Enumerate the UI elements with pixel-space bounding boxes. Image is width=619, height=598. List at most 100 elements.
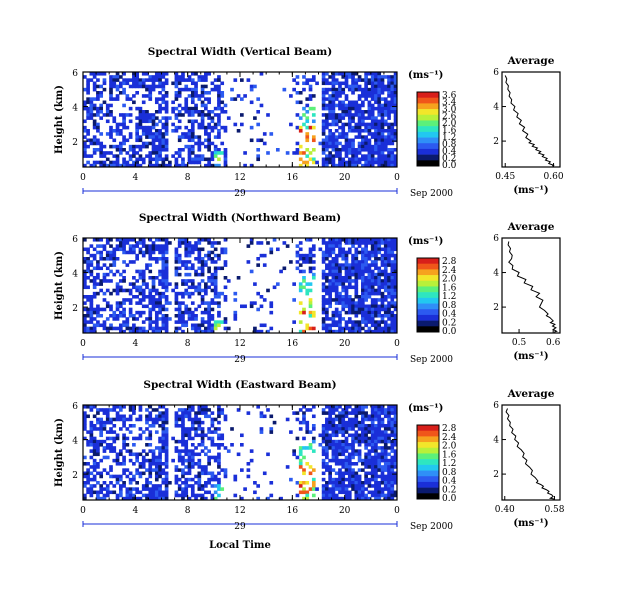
- heatmap-cell: [106, 110, 110, 114]
- heatmap-cell: [348, 139, 352, 143]
- heatmap-cell: [211, 273, 215, 277]
- heatmap-cell: [325, 257, 329, 261]
- heatmap-cell: [194, 270, 198, 274]
- heatmap-cell: [358, 301, 362, 305]
- heatmap-cell: [335, 257, 339, 261]
- heatmap-cell: [345, 263, 349, 267]
- heatmap-cell: [374, 478, 378, 482]
- heatmap-cell: [325, 158, 329, 162]
- heatmap-cell: [377, 139, 381, 143]
- heatmap-cell: [348, 443, 352, 447]
- heatmap-cell: [211, 430, 215, 434]
- heatmap-cell: [148, 263, 152, 267]
- heatmap-cell: [341, 298, 345, 302]
- heatmap-cell: [90, 494, 94, 498]
- heatmap-cell: [368, 418, 372, 422]
- heatmap-cell: [181, 78, 185, 82]
- heatmap-cell: [99, 418, 103, 422]
- heatmap-cell: [384, 327, 388, 331]
- heatmap-cell: [106, 301, 110, 305]
- heatmap-cell: [207, 286, 211, 290]
- heatmap-cell: [328, 139, 332, 143]
- heatmap-cell: [86, 97, 90, 101]
- heatmap-cell: [106, 472, 110, 476]
- heatmap-cell: [181, 311, 185, 315]
- heatmap-cell: [207, 113, 211, 117]
- heatmap-cell: [338, 251, 342, 255]
- heatmap-cell: [368, 289, 372, 293]
- heatmap-cell: [181, 468, 185, 472]
- heatmap-cell: [178, 305, 182, 309]
- heatmap-cell: [152, 487, 156, 491]
- heatmap-cell: [191, 456, 195, 460]
- heatmap-cell: [109, 408, 113, 412]
- heatmap-cell: [197, 327, 201, 331]
- heatmap-cell: [377, 135, 381, 139]
- heatmap-cell: [191, 301, 195, 305]
- heatmap-cell: [374, 94, 378, 98]
- heatmap-cell: [96, 142, 100, 146]
- heatmap-cell: [155, 324, 159, 328]
- heatmap-cell: [266, 241, 270, 245]
- heatmap-cell: [358, 324, 362, 328]
- heatmap-cell: [93, 292, 97, 296]
- heatmap-cell: [93, 475, 97, 479]
- heatmap-cell: [106, 305, 110, 309]
- heatmap-cell: [358, 478, 362, 482]
- heatmap-cell: [207, 132, 211, 136]
- heatmap-cell: [325, 139, 329, 143]
- heatmap-cell: [188, 411, 192, 415]
- heatmap-cell: [96, 113, 100, 117]
- heatmap-cell: [335, 295, 339, 299]
- heatmap-cell: [184, 453, 188, 457]
- heatmap-cell: [116, 85, 120, 89]
- heatmap-cell: [368, 453, 372, 457]
- heatmap-cell: [145, 408, 149, 412]
- heatmap-cell: [364, 267, 368, 271]
- colorbar-swatch: [417, 109, 439, 115]
- heatmap-cell: [237, 276, 241, 280]
- heatmap-cell: [93, 107, 97, 111]
- heatmap-cell: [90, 472, 94, 476]
- heatmap-cell: [214, 430, 218, 434]
- heatmap-cell: [162, 462, 166, 466]
- heatmap-cell: [184, 289, 188, 293]
- heatmap-cell: [181, 424, 185, 428]
- heatmap-cell: [109, 75, 113, 79]
- heatmap-cell: [188, 292, 192, 296]
- heatmap-cell: [348, 305, 352, 309]
- heatmap-cell: [158, 120, 162, 124]
- heatmap-cell: [335, 424, 339, 428]
- heatmap-cell: [381, 129, 385, 133]
- heatmap-cell: [338, 248, 342, 252]
- heatmap-cell: [335, 139, 339, 143]
- heatmap-cell: [148, 411, 152, 415]
- heatmap-cell: [371, 251, 375, 255]
- heatmap-cell: [351, 82, 355, 86]
- heatmap-cell: [332, 421, 336, 425]
- heatmap-cell: [364, 456, 368, 460]
- heatmap-cell: [135, 145, 139, 149]
- heatmap-cell: [328, 468, 332, 472]
- heatmap-cell: [135, 116, 139, 120]
- heatmap-cell: [351, 126, 355, 130]
- heatmap-cell: [368, 481, 372, 485]
- heatmap-cell: [371, 276, 375, 280]
- heatmap-cell: [217, 75, 221, 79]
- heatmap-cell: [201, 311, 205, 315]
- heatmap-cell: [217, 267, 221, 271]
- heatmap-cell: [345, 298, 349, 302]
- heatmap-cell: [224, 158, 228, 162]
- heatmap-cell: [364, 314, 368, 318]
- heatmap-cell: [207, 327, 211, 331]
- heatmap-cell: [381, 308, 385, 312]
- heatmap-cell: [338, 292, 342, 296]
- heatmap-cell: [345, 430, 349, 434]
- colorbar-swatch: [417, 264, 439, 270]
- heatmap-cell: [299, 241, 303, 245]
- heatmap-cell: [269, 132, 273, 136]
- heatmap-cell: [184, 110, 188, 114]
- heatmap-cell: [384, 154, 388, 158]
- heatmap-cell: [93, 267, 97, 271]
- heatmap-cell: [204, 78, 208, 82]
